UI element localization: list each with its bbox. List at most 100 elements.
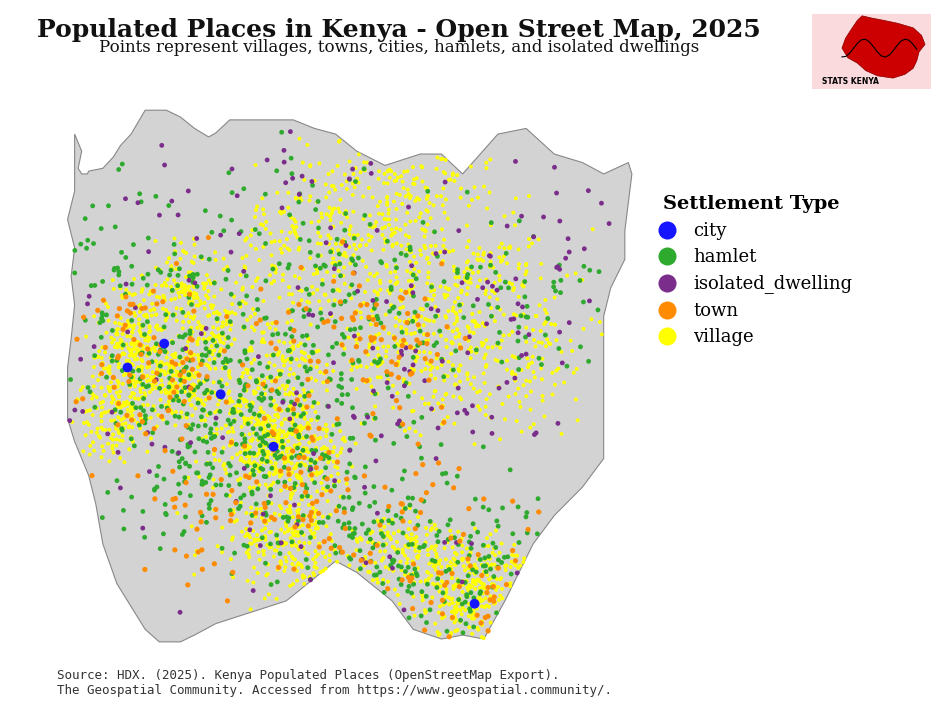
Point bbox=[337, 342, 352, 354]
Point bbox=[269, 404, 284, 415]
Point bbox=[368, 435, 383, 446]
Point bbox=[531, 506, 546, 518]
Point bbox=[377, 233, 392, 245]
Point bbox=[479, 359, 494, 370]
Point bbox=[418, 576, 433, 588]
Point bbox=[124, 405, 140, 416]
Point bbox=[521, 524, 536, 536]
Point bbox=[493, 304, 508, 315]
Point bbox=[262, 527, 277, 538]
Point bbox=[380, 178, 395, 189]
Point bbox=[122, 320, 137, 331]
Point bbox=[311, 345, 326, 357]
Point bbox=[420, 219, 435, 230]
Point bbox=[361, 312, 376, 323]
Point bbox=[490, 561, 505, 573]
Point bbox=[452, 616, 467, 628]
Point bbox=[430, 536, 446, 548]
Point bbox=[408, 273, 424, 285]
Point bbox=[407, 610, 422, 621]
Point bbox=[252, 463, 267, 475]
Point bbox=[531, 337, 546, 348]
Point bbox=[298, 366, 314, 378]
Point bbox=[299, 483, 314, 494]
Point bbox=[537, 410, 552, 422]
Point bbox=[334, 312, 350, 324]
Point bbox=[431, 629, 446, 641]
Point bbox=[444, 531, 459, 542]
Point bbox=[460, 220, 475, 231]
Point bbox=[416, 495, 431, 507]
Point bbox=[256, 545, 271, 556]
Point bbox=[492, 275, 507, 286]
Point bbox=[250, 272, 265, 284]
Point bbox=[459, 262, 474, 274]
Point bbox=[448, 379, 464, 390]
Point bbox=[180, 579, 196, 591]
Point bbox=[490, 302, 505, 313]
Point bbox=[522, 404, 538, 415]
Point bbox=[528, 427, 543, 438]
Point bbox=[526, 231, 542, 242]
Point bbox=[346, 549, 361, 561]
Point bbox=[349, 544, 364, 556]
Point bbox=[224, 508, 239, 520]
Point bbox=[413, 311, 428, 322]
Point bbox=[435, 153, 450, 164]
Point bbox=[180, 307, 196, 319]
Point bbox=[308, 445, 323, 456]
Point bbox=[286, 325, 301, 336]
Point bbox=[425, 523, 440, 534]
Point bbox=[217, 225, 232, 237]
Point bbox=[322, 210, 337, 222]
Point bbox=[110, 381, 125, 393]
Point bbox=[186, 292, 201, 304]
Point bbox=[249, 318, 264, 330]
Point bbox=[216, 317, 231, 328]
Point bbox=[291, 526, 306, 538]
Point bbox=[454, 298, 469, 310]
Point bbox=[125, 350, 141, 362]
Point bbox=[124, 331, 139, 342]
Point bbox=[285, 305, 300, 316]
Point bbox=[292, 133, 307, 144]
Point bbox=[146, 285, 162, 297]
Point bbox=[327, 321, 342, 332]
Point bbox=[173, 434, 188, 445]
Point bbox=[294, 346, 310, 358]
Point bbox=[456, 528, 471, 540]
Point bbox=[391, 526, 407, 537]
Point bbox=[203, 495, 218, 506]
Point bbox=[330, 556, 345, 568]
Point bbox=[476, 540, 491, 551]
Point bbox=[315, 423, 331, 435]
Point bbox=[289, 411, 304, 423]
Point bbox=[187, 446, 202, 458]
Point bbox=[477, 378, 492, 389]
Point bbox=[136, 400, 151, 411]
Point bbox=[133, 339, 148, 350]
Point bbox=[87, 402, 103, 413]
Point bbox=[79, 242, 94, 254]
Point bbox=[332, 135, 347, 147]
Point bbox=[363, 556, 378, 567]
Point bbox=[396, 503, 411, 514]
Point bbox=[155, 296, 170, 307]
Point bbox=[199, 322, 214, 334]
Point bbox=[290, 232, 305, 243]
Point bbox=[328, 548, 343, 559]
Point bbox=[333, 491, 349, 503]
Point bbox=[325, 247, 340, 258]
Point bbox=[451, 365, 466, 377]
Point bbox=[176, 383, 191, 394]
Point bbox=[461, 335, 476, 347]
Point bbox=[601, 218, 617, 230]
Point bbox=[345, 189, 360, 201]
Point bbox=[447, 581, 463, 592]
Point bbox=[273, 207, 288, 218]
Point bbox=[287, 270, 302, 282]
Point bbox=[426, 199, 441, 211]
Point bbox=[423, 212, 438, 224]
Point bbox=[489, 607, 504, 618]
Point bbox=[313, 432, 328, 443]
